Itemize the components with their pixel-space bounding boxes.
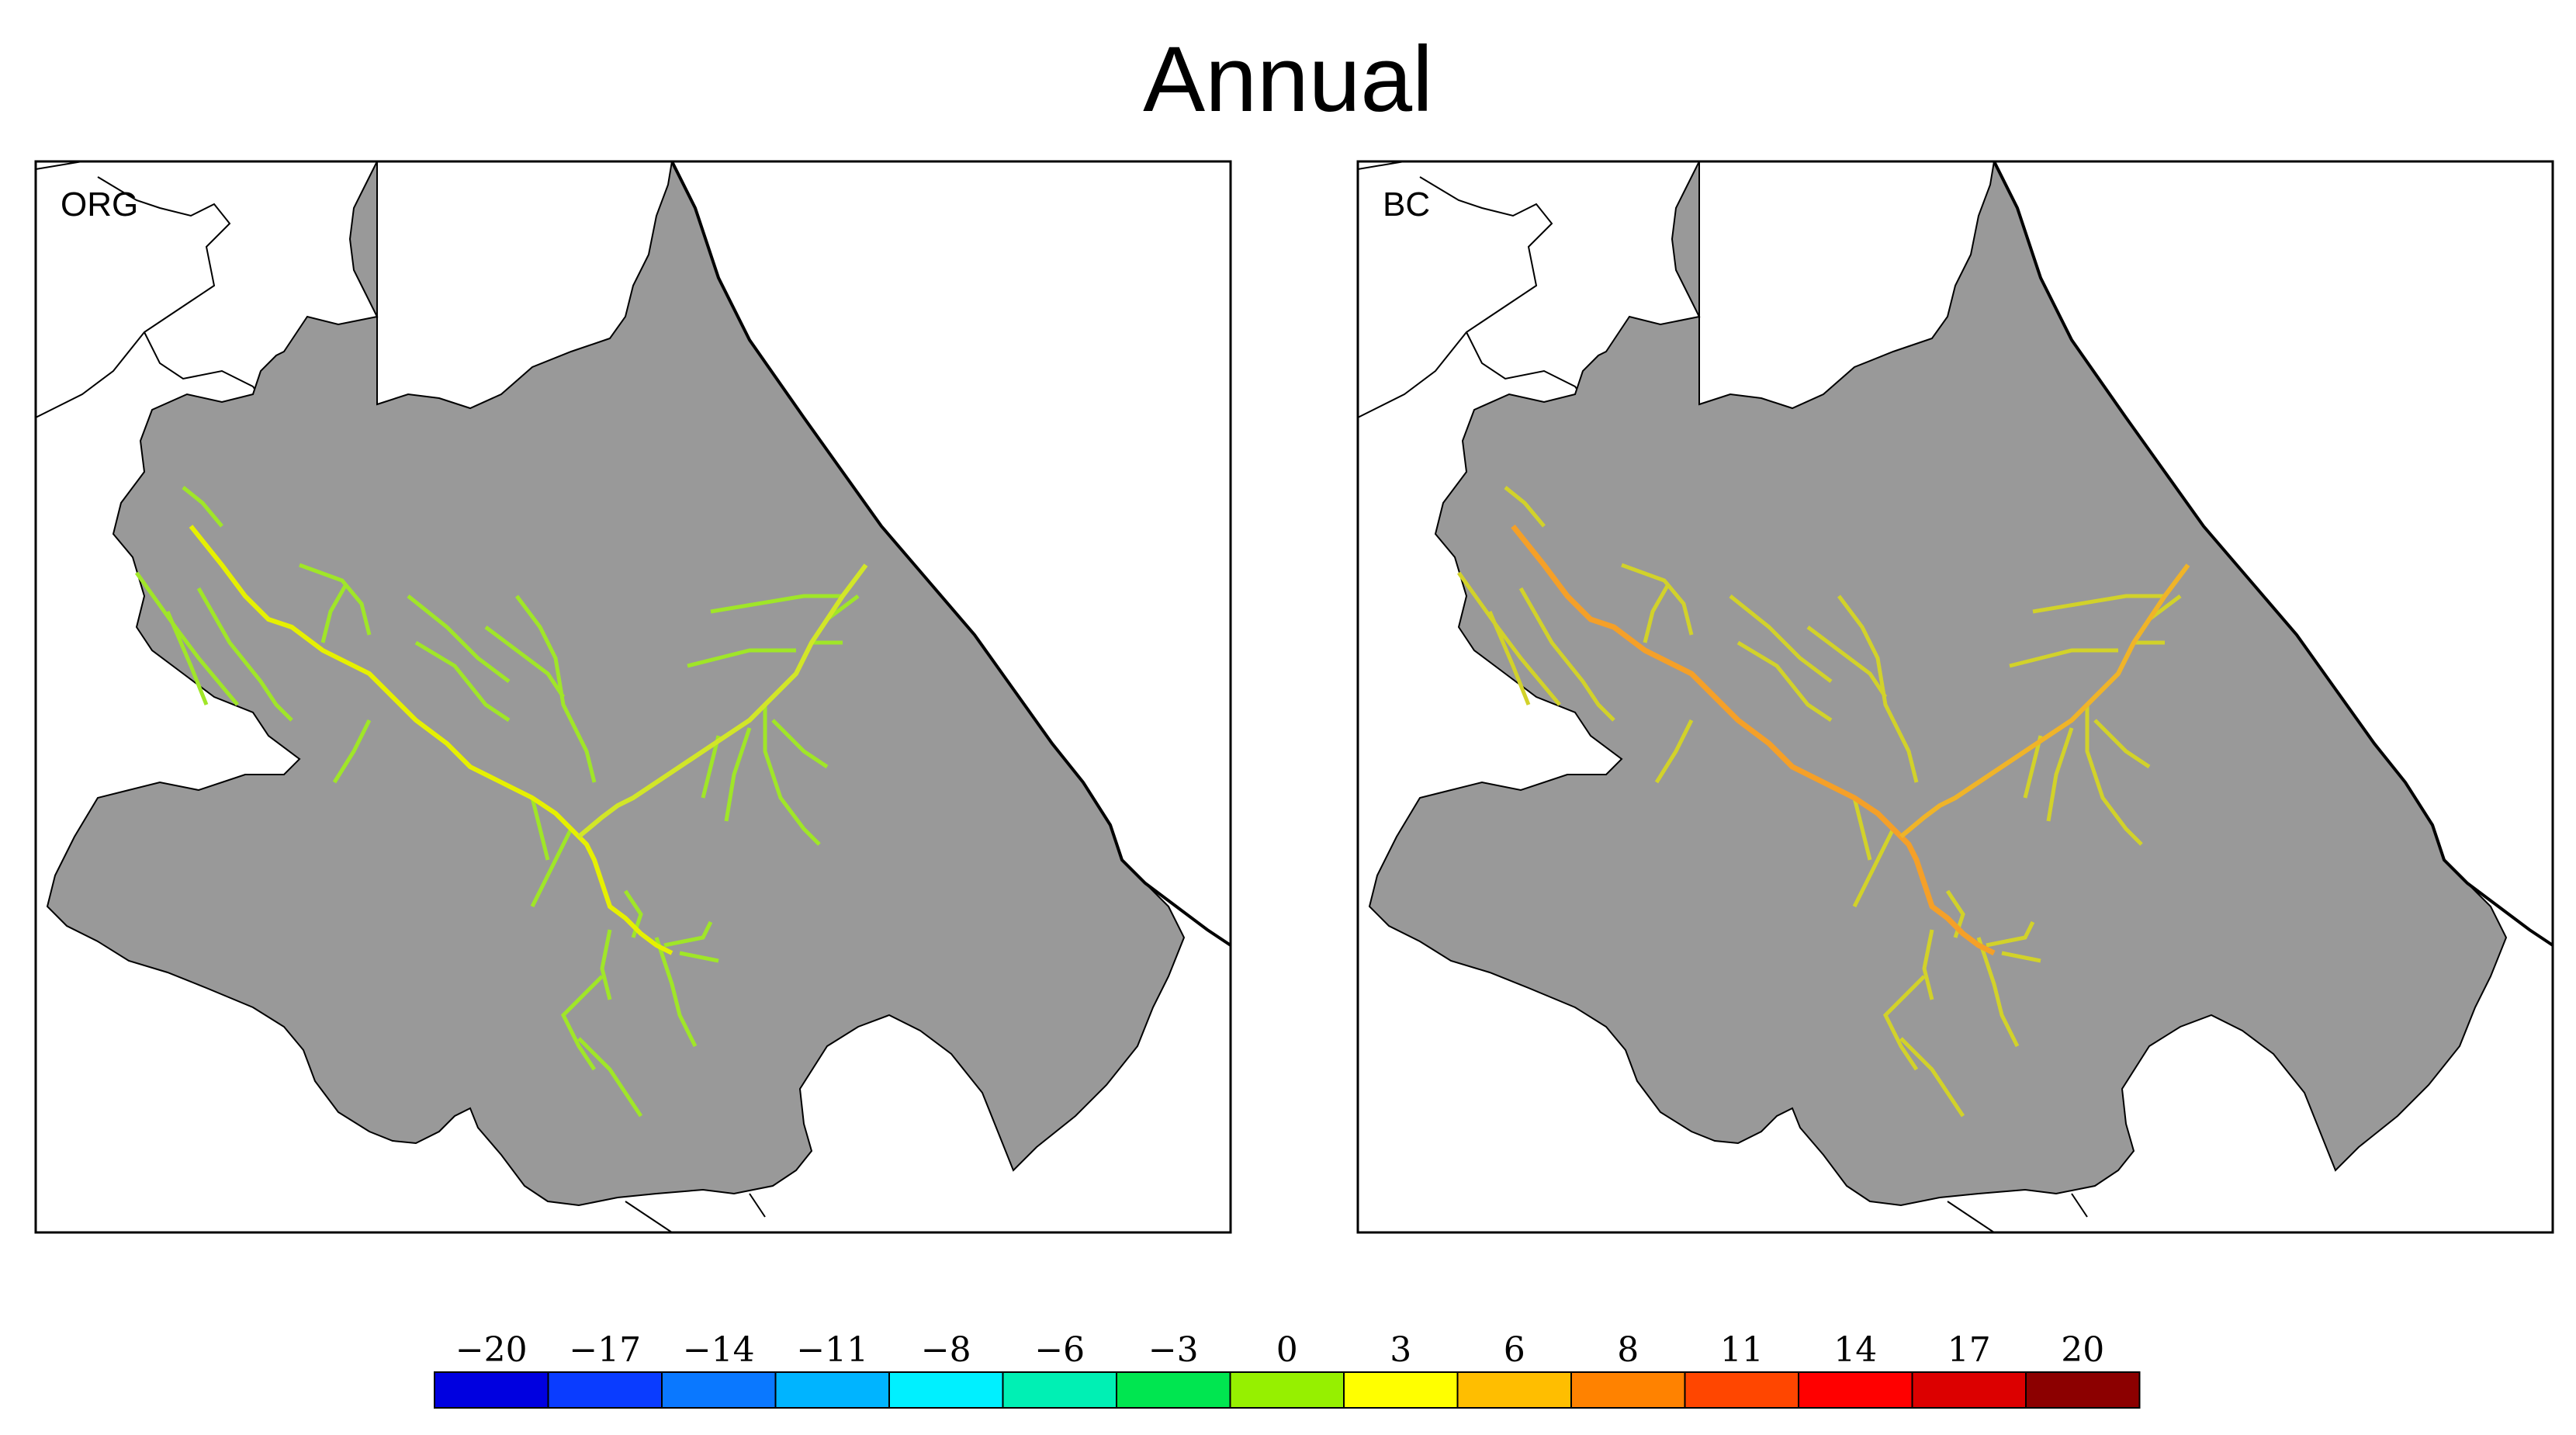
colorbar-swatch — [1002, 1371, 1117, 1409]
colorbar-tick-label: −14 — [683, 1330, 755, 1370]
colorbar-swatch — [1343, 1371, 1459, 1409]
colorbar-swatch — [547, 1371, 663, 1409]
figure-title: Annual — [1143, 27, 1433, 131]
colorbar: −20 −17 −14 −11 −8 −6 −3 0 3 6 8 11 14 17 20 — [434, 1330, 2141, 1409]
colorbar-tick-label: 0 — [1276, 1330, 1298, 1370]
colorbar-swatch — [1684, 1371, 1799, 1409]
colorbar-swatch — [1456, 1371, 1572, 1409]
colorbar-swatch — [774, 1371, 890, 1409]
colorbar-swatch — [2025, 1371, 2141, 1409]
colorbar-tick-label: −3 — [1148, 1330, 1199, 1370]
colorbar-tick-label: 17 — [1948, 1330, 1991, 1370]
colorbar-tick-label: 11 — [1720, 1330, 1764, 1370]
colorbar-swatch — [1116, 1371, 1231, 1409]
coastline — [1993, 161, 2553, 947]
colorbar-swatch — [1911, 1371, 2027, 1409]
colorbar-tick-label: −20 — [455, 1330, 528, 1370]
colorbar-tick-label: 8 — [1617, 1330, 1639, 1370]
colorbar-swatch — [434, 1371, 549, 1409]
coastline — [670, 161, 1231, 947]
colorbar-tick-label: 6 — [1504, 1330, 1525, 1370]
colorbar-tick-label: −6 — [1034, 1330, 1085, 1370]
colorbar-tick-label: −11 — [796, 1330, 868, 1370]
colorbar-swatch — [1570, 1371, 1686, 1409]
colorbar-tick-label: 20 — [2061, 1330, 2104, 1370]
panel-label: BC — [1383, 185, 1430, 224]
colorbar-tick-label: 14 — [1833, 1330, 1877, 1370]
colorbar-swatch — [1798, 1371, 1913, 1409]
map-panel-bc: BC — [1356, 160, 2554, 1234]
panel-label: ORG — [61, 185, 138, 224]
colorbar-swatch — [1229, 1371, 1345, 1409]
colorbar-tick-label: −8 — [921, 1330, 971, 1370]
colorbar-swatch — [888, 1371, 1004, 1409]
colorbar-tick-label: −17 — [569, 1330, 641, 1370]
map-panel-org: ORG — [34, 160, 1232, 1234]
colorbar-swatch — [661, 1371, 777, 1409]
colorbar-tick-label: 3 — [1390, 1330, 1411, 1370]
